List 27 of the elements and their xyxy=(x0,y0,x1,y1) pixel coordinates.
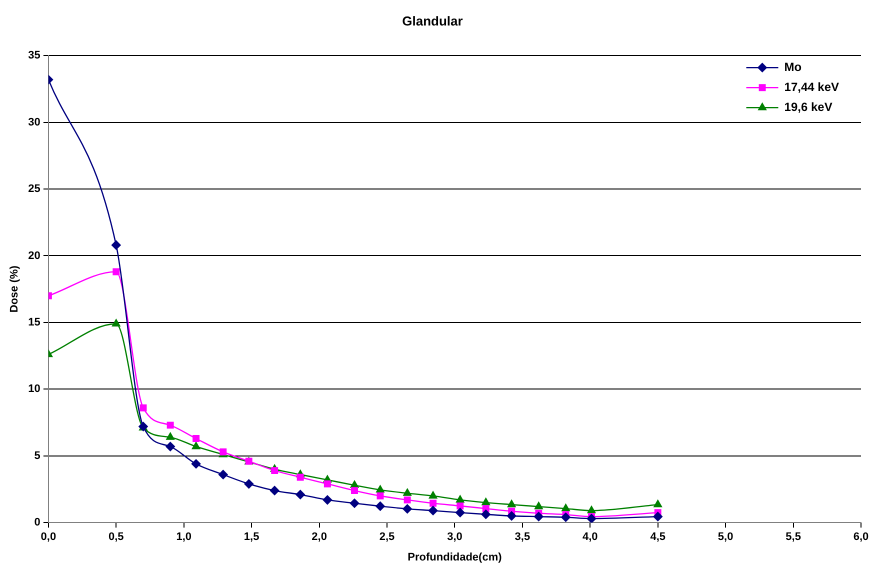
y-tick-label: 0 xyxy=(34,516,40,529)
x-tick-label: 4,5 xyxy=(650,531,666,544)
x-tick-label: 0,0 xyxy=(40,531,56,544)
x-tick-label: 5,5 xyxy=(786,531,801,544)
y-tick-label: 5 xyxy=(34,450,40,462)
legend-label: Mo xyxy=(784,60,802,74)
x-tick-label: 6,0 xyxy=(853,531,869,544)
x-tick-label: 4,0 xyxy=(582,531,598,544)
x-axis-title: Profundidade(cm) xyxy=(408,551,502,564)
x-tick-label: 0,5 xyxy=(108,531,124,544)
x-tick-label: 2,0 xyxy=(312,531,327,544)
chart-title: Glandular xyxy=(402,13,463,28)
y-tick-label: 20 xyxy=(28,250,40,262)
legend-label: 17,44 keV xyxy=(784,80,840,94)
y-tick-label: 30 xyxy=(28,116,40,128)
x-tick-label: 5,0 xyxy=(718,531,734,544)
x-tick-label: 1,0 xyxy=(176,531,192,544)
x-tick-label: 3,5 xyxy=(514,531,530,544)
x-tick-label: 2,5 xyxy=(379,531,395,544)
x-tick-label: 3,0 xyxy=(447,531,462,544)
y-tick-label: 10 xyxy=(28,383,40,396)
x-tick-label: 1,5 xyxy=(244,531,260,544)
y-tick-label: 35 xyxy=(28,50,40,62)
y-axis-title: Dose (%) xyxy=(8,265,21,313)
y-tick-label: 15 xyxy=(28,316,40,328)
legend-label: 19,6 keV xyxy=(784,100,832,114)
y-tick-label: 25 xyxy=(28,183,40,196)
